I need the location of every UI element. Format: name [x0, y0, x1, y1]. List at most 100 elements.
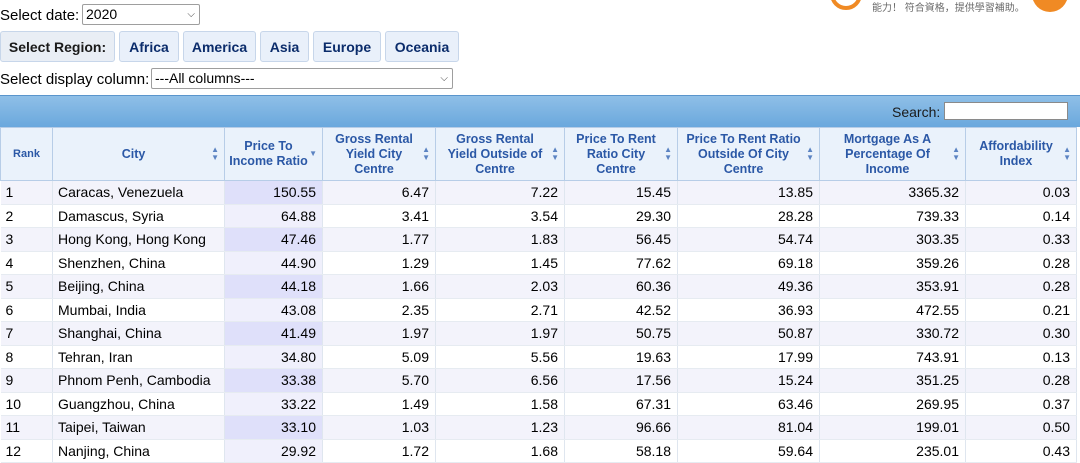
- cell-affordability: 0.37: [965, 392, 1077, 416]
- cell-price-to-income: 34.80: [224, 345, 323, 369]
- cell-rental-yield-centre: 1.77: [322, 227, 436, 252]
- cell-mortgage: 235.01: [819, 439, 966, 463]
- cell-city: Nanjing, China: [52, 439, 225, 463]
- column-header-label: Gross Rental Yield Outside of Centre: [447, 131, 543, 176]
- search-input[interactable]: [944, 102, 1068, 120]
- column-header-price-to-income[interactable]: Price To Income Ratio ▼: [224, 127, 323, 181]
- cell-rental-yield-outside: 2.03: [435, 274, 565, 299]
- table-row: 12 Nanjing, China 29.92 1.72 1.68 58.18 59.64 2…: [0, 439, 1077, 463]
- table-row: 9 Phnom Penh, Cambodia 33.38 5.70 6.56 17.56 1…: [0, 368, 1077, 393]
- cell-price-rent-outside: 59.64: [677, 439, 820, 463]
- column-header-rental-yield-outside[interactable]: Gross Rental Yield Outside of Centre ▲ ▼: [435, 127, 565, 181]
- ad-text[interactable]: 能力！ 符合資格，提供學習補助。: [872, 3, 1025, 14]
- cell-rank: 9: [0, 368, 53, 393]
- cell-rental-yield-centre: 5.70: [322, 368, 436, 393]
- cell-rank: 1: [0, 180, 53, 205]
- sort-icon: ▲ ▼: [551, 145, 559, 162]
- cell-affordability: 0.33: [965, 227, 1077, 252]
- region-button-oceania[interactable]: Oceania: [385, 31, 459, 62]
- cell-price-rent-centre: 29.30: [564, 204, 678, 228]
- cell-city: Shanghai, China: [52, 321, 225, 346]
- column-header-label: Price To Rent Ratio Outside Of City Cent…: [686, 131, 801, 176]
- column-header-label: Affordability Index: [979, 139, 1053, 168]
- cell-price-to-income: 44.18: [224, 274, 323, 299]
- column-header-label: Mortgage As A Percentage Of Income: [843, 131, 932, 176]
- affordability-table: Rank City ▲ ▼ Price To Income Ratio ▼ Gross…: [0, 127, 1077, 463]
- cell-city: Hong Kong, Hong Kong: [52, 227, 225, 252]
- column-select[interactable]: ---All columns--- ⌵: [151, 68, 453, 89]
- column-header-label: City: [121, 146, 146, 161]
- cell-mortgage: 353.91: [819, 274, 966, 299]
- cell-price-to-income: 150.55: [224, 180, 323, 205]
- cell-rental-yield-centre: 3.41: [322, 204, 436, 228]
- sort-icon: ▲ ▼: [664, 145, 672, 162]
- cell-mortgage: 3365.32: [819, 180, 966, 205]
- cell-rank: 4: [0, 251, 53, 275]
- cell-rank: 5: [0, 274, 53, 299]
- top-bar: Select date: 2020 ⌵ 能力！ 符合資格，提供學習補助。: [0, 0, 1080, 32]
- table-row: 8 Tehran, Iran 34.80 5.09 5.56 19.63 17.99 743.…: [0, 345, 1077, 369]
- cell-rank: 12: [0, 439, 53, 463]
- cell-rental-yield-outside: 7.22: [435, 180, 565, 205]
- cell-city: Mumbai, India: [52, 298, 225, 322]
- cell-affordability: 0.21: [965, 298, 1077, 322]
- column-header-price-rent-centre[interactable]: Price To Rent Ratio City Centre ▲ ▼: [564, 127, 678, 181]
- column-header-mortgage[interactable]: Mortgage As A Percentage Of Income ▲ ▼: [819, 127, 966, 181]
- sort-icon: ▲ ▼: [211, 145, 219, 162]
- cell-affordability: 0.13: [965, 345, 1077, 369]
- cell-affordability: 0.28: [965, 368, 1077, 393]
- cell-price-rent-centre: 42.52: [564, 298, 678, 322]
- cell-rental-yield-outside: 6.56: [435, 368, 565, 393]
- cell-rental-yield-outside: 5.56: [435, 345, 565, 369]
- cell-city: Beijing, China: [52, 274, 225, 299]
- region-button-america[interactable]: America: [183, 31, 256, 62]
- region-button-asia[interactable]: Asia: [260, 31, 309, 62]
- ad-logo-icon[interactable]: [830, 0, 862, 10]
- date-select[interactable]: 2020 ⌵: [82, 4, 200, 25]
- cell-price-rent-outside: 49.36: [677, 274, 820, 299]
- cell-price-to-income: 47.46: [224, 227, 323, 252]
- column-header-affordability[interactable]: Affordability Index ▲ ▼: [965, 127, 1077, 181]
- cell-price-rent-centre: 96.66: [564, 415, 678, 440]
- cell-rental-yield-outside: 3.54: [435, 204, 565, 228]
- column-header-price-rent-outside[interactable]: Price To Rent Ratio Outside Of City Cent…: [677, 127, 820, 181]
- cell-rental-yield-outside: 1.68: [435, 439, 565, 463]
- cell-affordability: 0.14: [965, 204, 1077, 228]
- cell-price-to-income: 33.10: [224, 415, 323, 440]
- cell-rental-yield-centre: 2.35: [322, 298, 436, 322]
- table-row: 5 Beijing, China 44.18 1.66 2.03 60.36 49.36 35…: [0, 274, 1077, 299]
- cell-mortgage: 303.35: [819, 227, 966, 252]
- column-header-rank[interactable]: Rank: [0, 127, 53, 181]
- cell-city: Caracas, Venezuela: [52, 180, 225, 205]
- table-row: 1 Caracas, Venezuela 150.55 6.47 7.22 15.45 13…: [0, 180, 1077, 205]
- column-select-value: ---All columns---: [155, 70, 255, 86]
- date-select-value: 2020: [86, 6, 118, 22]
- cell-rank: 11: [0, 415, 53, 440]
- table-toolbar: Search:: [0, 95, 1080, 127]
- table-row: 2 Damascus, Syria 64.88 3.41 3.54 29.30 28.28 7…: [0, 204, 1077, 228]
- cell-rental-yield-centre: 5.09: [322, 345, 436, 369]
- ad-badge-icon[interactable]: [1032, 0, 1068, 12]
- column-header-label: Gross Rental Yield City Centre: [335, 131, 413, 176]
- cell-affordability: 0.28: [965, 274, 1077, 299]
- cell-price-rent-outside: 13.85: [677, 180, 820, 205]
- table-row: 6 Mumbai, India 43.08 2.35 2.71 42.52 36.93 472…: [0, 298, 1077, 322]
- column-header-city[interactable]: City ▲ ▼: [52, 127, 225, 181]
- region-button-africa[interactable]: Africa: [119, 31, 179, 62]
- cell-rental-yield-centre: 1.97: [322, 321, 436, 346]
- cell-mortgage: 199.01: [819, 415, 966, 440]
- cell-mortgage: 739.33: [819, 204, 966, 228]
- cell-price-rent-outside: 15.24: [677, 368, 820, 393]
- cell-rental-yield-centre: 1.66: [322, 274, 436, 299]
- cell-price-to-income: 43.08: [224, 298, 323, 322]
- cell-affordability: 0.28: [965, 251, 1077, 275]
- column-header-label: Price To Rent Ratio City Centre: [576, 131, 656, 176]
- cell-price-to-income: 44.90: [224, 251, 323, 275]
- cell-price-rent-outside: 50.87: [677, 321, 820, 346]
- chevron-down-icon: ⌵: [187, 9, 195, 20]
- cell-rank: 8: [0, 345, 53, 369]
- cell-price-rent-outside: 54.74: [677, 227, 820, 252]
- column-header-rental-yield-centre[interactable]: Gross Rental Yield City Centre ▲ ▼: [322, 127, 436, 181]
- region-button-europe[interactable]: Europe: [313, 31, 381, 62]
- sort-descending-icon: ▼: [309, 149, 317, 158]
